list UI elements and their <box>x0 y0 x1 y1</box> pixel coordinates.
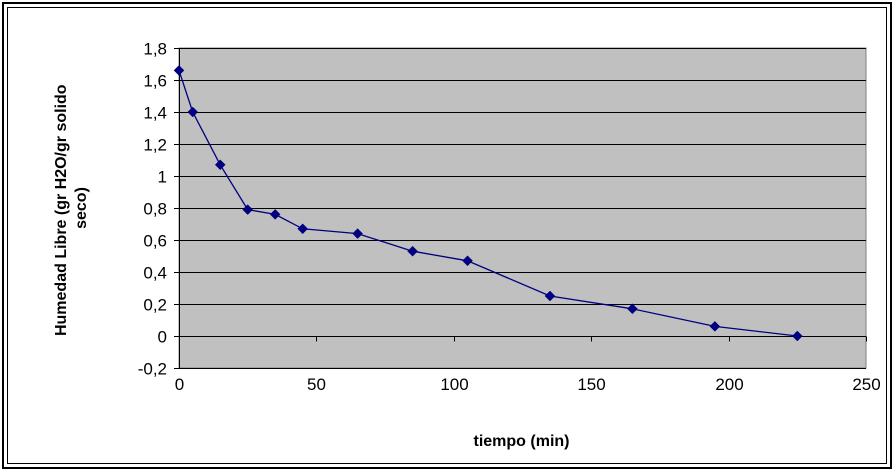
data-point <box>352 228 363 239</box>
y-axis-title-line-2: seco) <box>73 187 90 229</box>
y-tick-label: 1,2 <box>143 136 167 155</box>
data-point <box>627 303 638 315</box>
data-point <box>214 159 226 171</box>
y-tick-label: 0 <box>158 328 167 347</box>
data-point <box>187 106 199 118</box>
data-point <box>544 290 556 302</box>
x-tick-label: 100 <box>440 375 468 394</box>
y-tick-label: 0,4 <box>143 264 167 283</box>
data-point <box>791 330 803 342</box>
x-tick-label: 150 <box>577 375 605 394</box>
y-tick-label: 0,6 <box>143 232 167 251</box>
data-point <box>407 245 418 257</box>
data-point <box>462 255 473 267</box>
x-tick-label: 200 <box>715 375 743 394</box>
y-axis-title: Humedad Libre (gr H2O/gr solido seco) <box>53 80 90 336</box>
x-axis-title: tiempo (min) <box>474 433 570 450</box>
x-tick-label: 50 <box>307 375 326 394</box>
x-axis-ticks: 0 50 100 150 200 250 <box>175 336 881 394</box>
data-point <box>709 321 721 332</box>
series-layer <box>173 65 803 342</box>
y-tick-label: -0,2 <box>138 360 167 379</box>
data-point <box>173 65 185 76</box>
data-point <box>297 223 309 235</box>
y-axis-title-line-1: Humedad Libre (gr H2O/gr solido <box>53 84 70 336</box>
chart-frame-inner <box>7 7 887 464</box>
x-tick-label: 0 <box>175 375 184 394</box>
y-tick-label: 1,8 <box>143 40 167 59</box>
y-tick-label: 1 <box>158 168 167 187</box>
y-axis-ticks: 1,8 1,6 1,4 1,2 1 0,8 0,6 0,4 0,2 0 -0,2 <box>138 40 179 379</box>
data-point <box>269 209 281 220</box>
y-tick-label: 1,6 <box>143 72 167 91</box>
y-tick-label: 1,4 <box>143 104 167 123</box>
data-point <box>242 204 254 215</box>
x-tick-label: 250 <box>852 375 880 394</box>
plot-area <box>178 47 867 369</box>
y-tick-label: 0,2 <box>143 296 167 315</box>
y-tick-label: 0,8 <box>143 200 167 219</box>
